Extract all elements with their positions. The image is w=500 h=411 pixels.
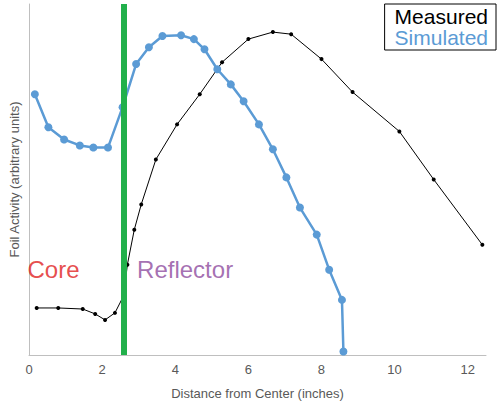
svg-text:Distance from Center (inches): Distance from Center (inches) [171, 386, 344, 401]
svg-text:2: 2 [99, 362, 106, 377]
svg-text:10: 10 [387, 362, 401, 377]
svg-text:0: 0 [25, 362, 32, 377]
svg-text:6: 6 [245, 362, 252, 377]
svg-text:8: 8 [318, 362, 325, 377]
svg-text:Foil Activity (arbitrary units: Foil Activity (arbitrary units) [7, 101, 22, 257]
svg-text:12: 12 [460, 362, 474, 377]
svg-text:4: 4 [172, 362, 179, 377]
svg-text:Measured: Measured [395, 5, 488, 28]
svg-text:Simulated: Simulated [395, 26, 488, 49]
svg-text:Reflector: Reflector [137, 256, 233, 283]
svg-text:Core: Core [27, 256, 79, 283]
